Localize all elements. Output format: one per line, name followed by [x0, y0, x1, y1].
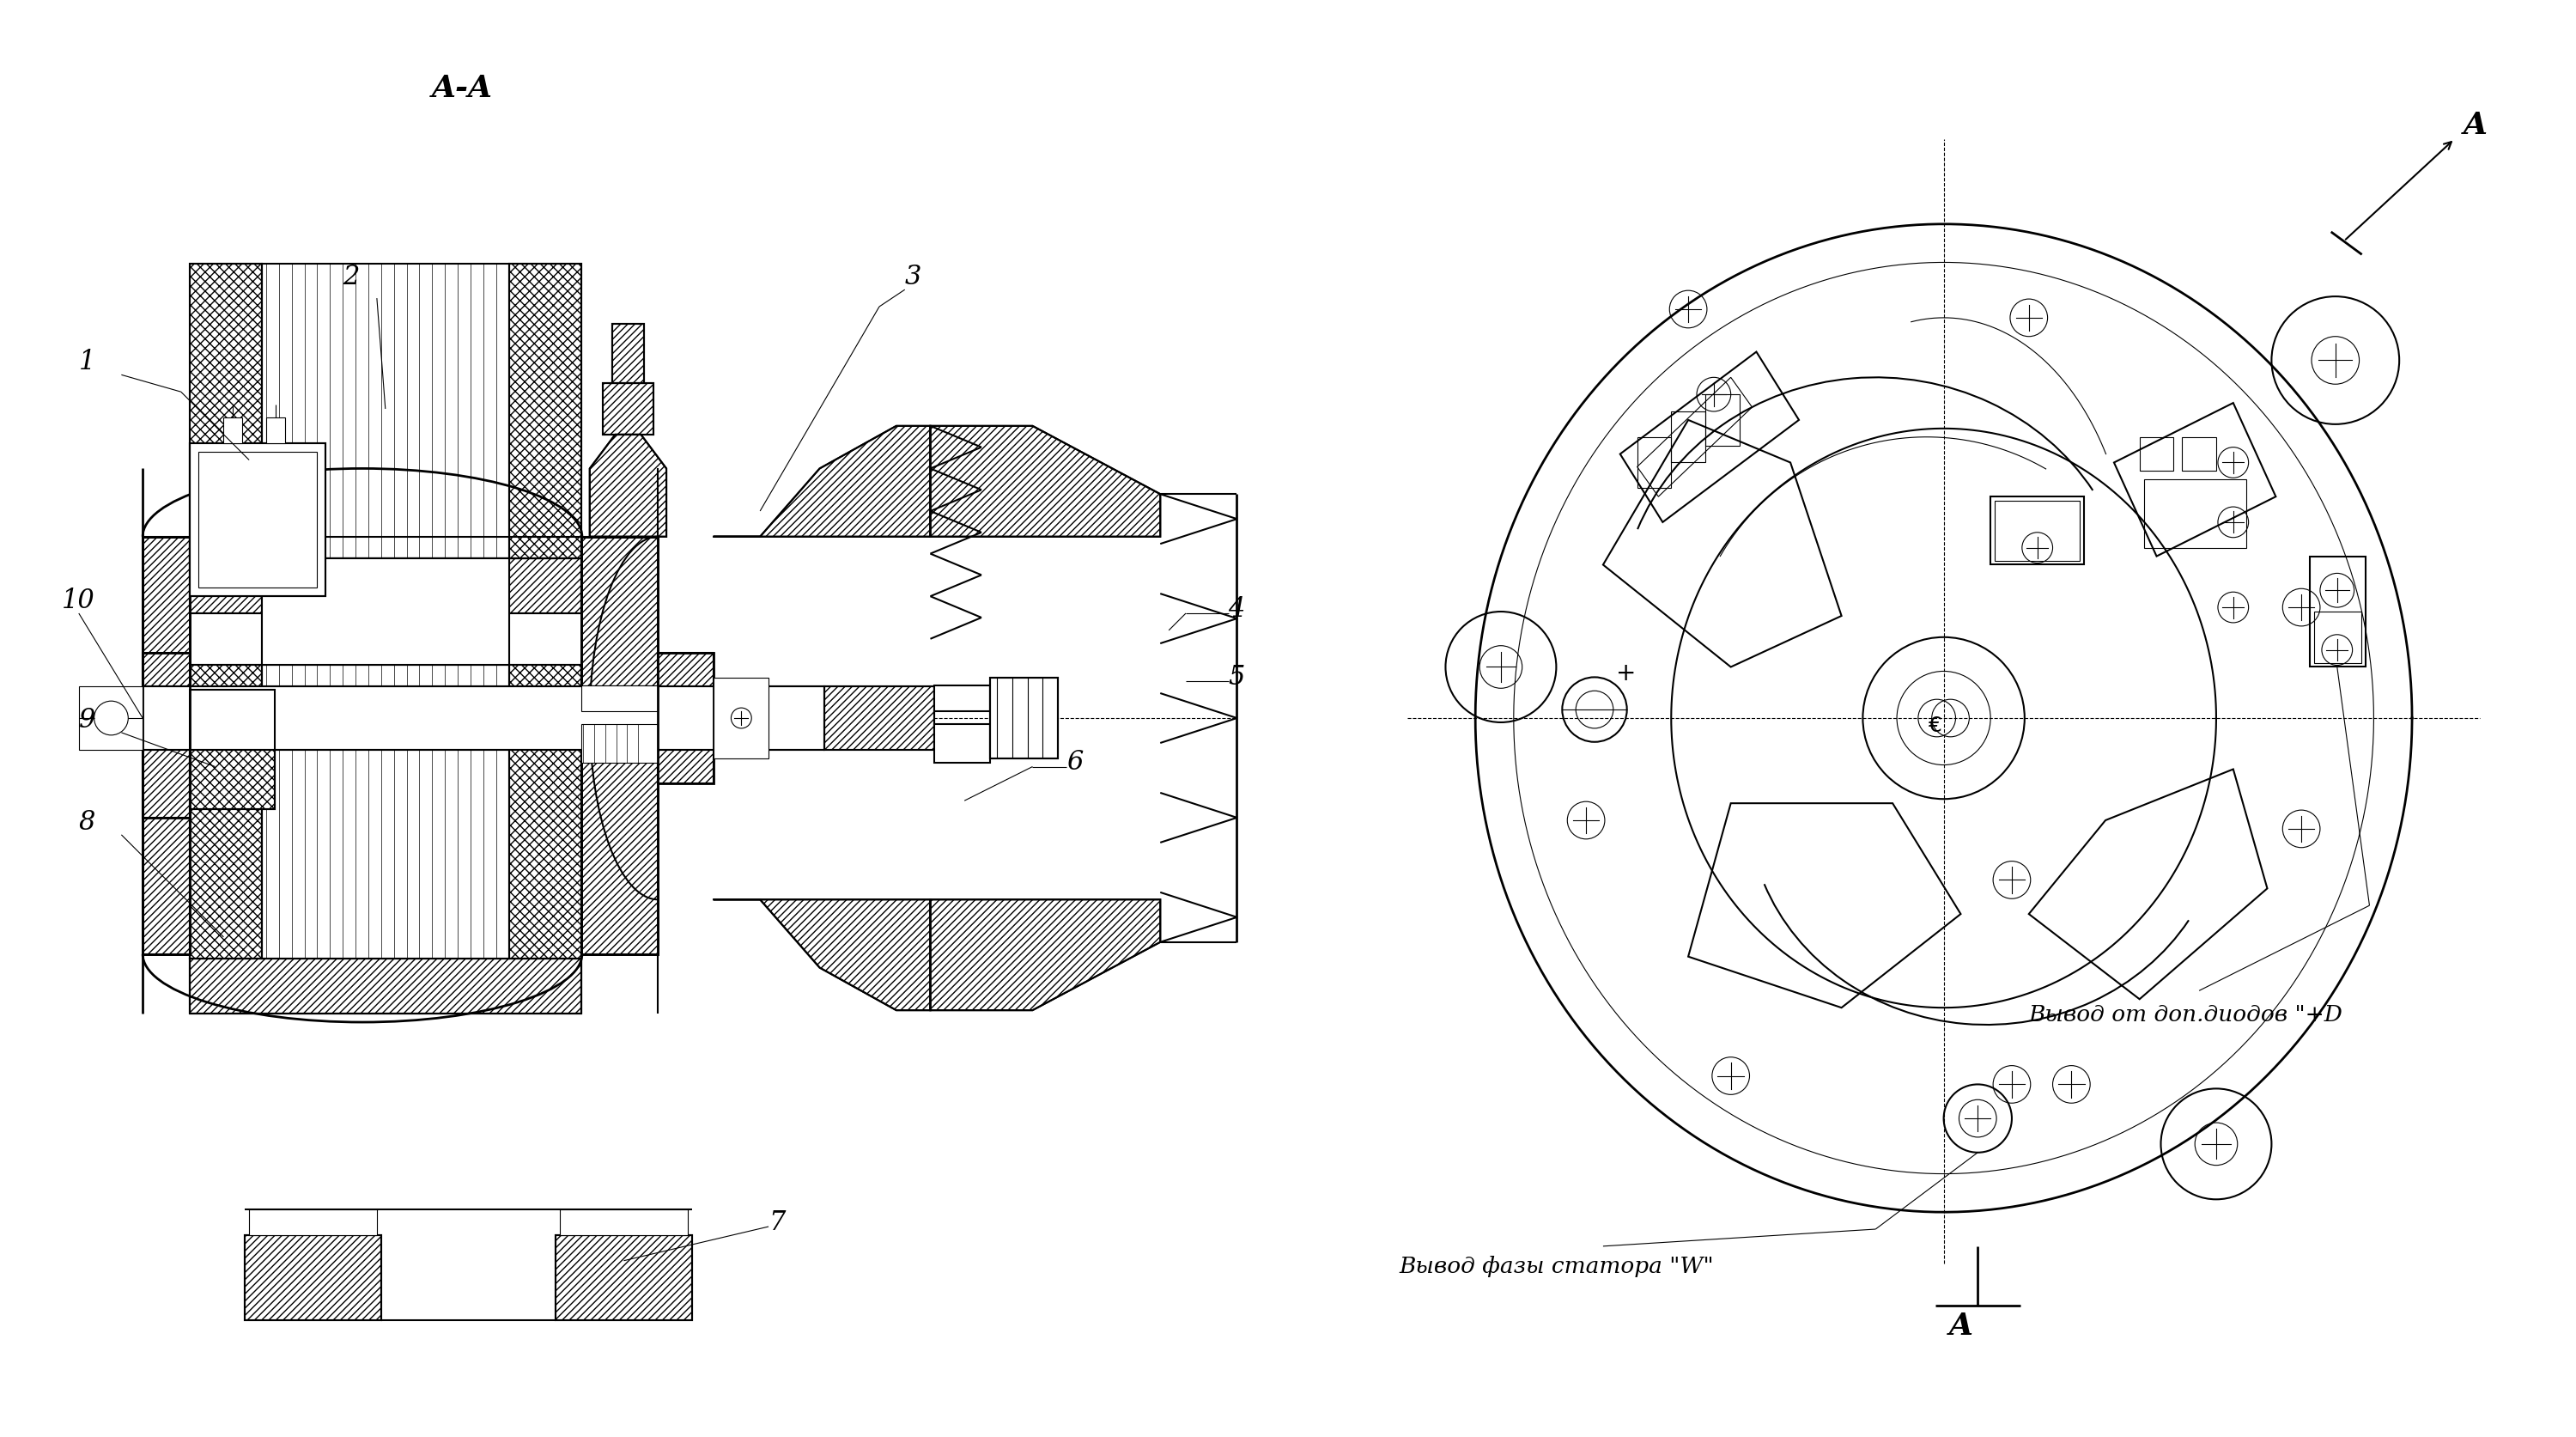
Bar: [824, 687, 935, 750]
Bar: [191, 690, 276, 809]
Bar: [510, 665, 582, 958]
Text: 6: 6: [1066, 749, 1084, 776]
Bar: [603, 384, 654, 435]
Bar: [191, 264, 263, 559]
Text: 9: 9: [80, 707, 95, 733]
Text: A-A: A-A: [433, 73, 492, 103]
Bar: [1994, 502, 2079, 560]
Bar: [1705, 395, 1739, 445]
Polygon shape: [714, 427, 930, 537]
Bar: [582, 537, 657, 954]
Bar: [510, 264, 582, 559]
Text: Вывод от доп.диодов "+D: Вывод от доп.диодов "+D: [2030, 1003, 2344, 1025]
Bar: [263, 264, 510, 559]
Polygon shape: [930, 900, 1159, 1010]
Bar: [263, 665, 510, 958]
Bar: [2143, 480, 2246, 549]
Bar: [657, 652, 714, 785]
Bar: [245, 1236, 381, 1321]
Bar: [142, 537, 191, 954]
Bar: [191, 958, 582, 1015]
Bar: [2313, 612, 2362, 662]
Text: 5: 5: [1229, 664, 1244, 690]
Bar: [935, 685, 989, 711]
Bar: [191, 665, 263, 958]
Bar: [142, 652, 191, 818]
Bar: [80, 687, 142, 750]
Text: 4: 4: [1229, 596, 1244, 622]
Polygon shape: [930, 427, 1159, 537]
Bar: [582, 685, 657, 711]
Bar: [2182, 438, 2215, 471]
Bar: [263, 559, 510, 665]
Bar: [142, 652, 191, 818]
Bar: [1991, 497, 2084, 565]
Bar: [2141, 438, 2174, 471]
Text: Вывод фазы статора "W": Вывод фазы статора "W": [1399, 1255, 1713, 1276]
Text: 3: 3: [904, 263, 922, 290]
Bar: [935, 724, 989, 763]
Bar: [603, 384, 654, 435]
Bar: [989, 678, 1059, 759]
Bar: [245, 1236, 381, 1321]
Polygon shape: [714, 900, 930, 1010]
Bar: [142, 687, 824, 750]
Bar: [582, 537, 657, 954]
Bar: [1638, 438, 1672, 489]
Bar: [1672, 412, 1705, 463]
Bar: [191, 264, 263, 559]
Bar: [582, 724, 657, 763]
Polygon shape: [590, 435, 667, 537]
Bar: [224, 418, 242, 444]
Bar: [263, 559, 510, 665]
Text: 1: 1: [80, 349, 95, 375]
Bar: [2311, 556, 2365, 667]
Text: 7: 7: [768, 1209, 786, 1236]
Bar: [657, 652, 714, 785]
Text: A: A: [2463, 111, 2488, 139]
Text: 8: 8: [80, 809, 95, 835]
Bar: [191, 958, 582, 1015]
Bar: [191, 444, 325, 596]
Text: A: A: [1947, 1311, 1973, 1339]
Bar: [250, 1210, 376, 1236]
Bar: [714, 678, 768, 759]
Bar: [989, 678, 1059, 759]
Bar: [559, 1210, 688, 1236]
Bar: [191, 559, 582, 614]
Bar: [191, 665, 263, 958]
Text: 10: 10: [62, 588, 95, 614]
Bar: [613, 325, 644, 384]
Bar: [265, 418, 286, 444]
Bar: [510, 264, 582, 559]
Text: 2: 2: [343, 263, 361, 290]
Text: +: +: [1615, 661, 1636, 685]
Bar: [510, 665, 582, 958]
Bar: [613, 325, 644, 384]
Bar: [198, 453, 317, 588]
Bar: [191, 559, 582, 614]
Text: €: €: [1929, 716, 1942, 736]
Bar: [142, 537, 191, 954]
Bar: [824, 687, 935, 750]
Bar: [556, 1236, 693, 1321]
Bar: [556, 1236, 693, 1321]
Bar: [191, 690, 276, 809]
Bar: [191, 444, 325, 596]
